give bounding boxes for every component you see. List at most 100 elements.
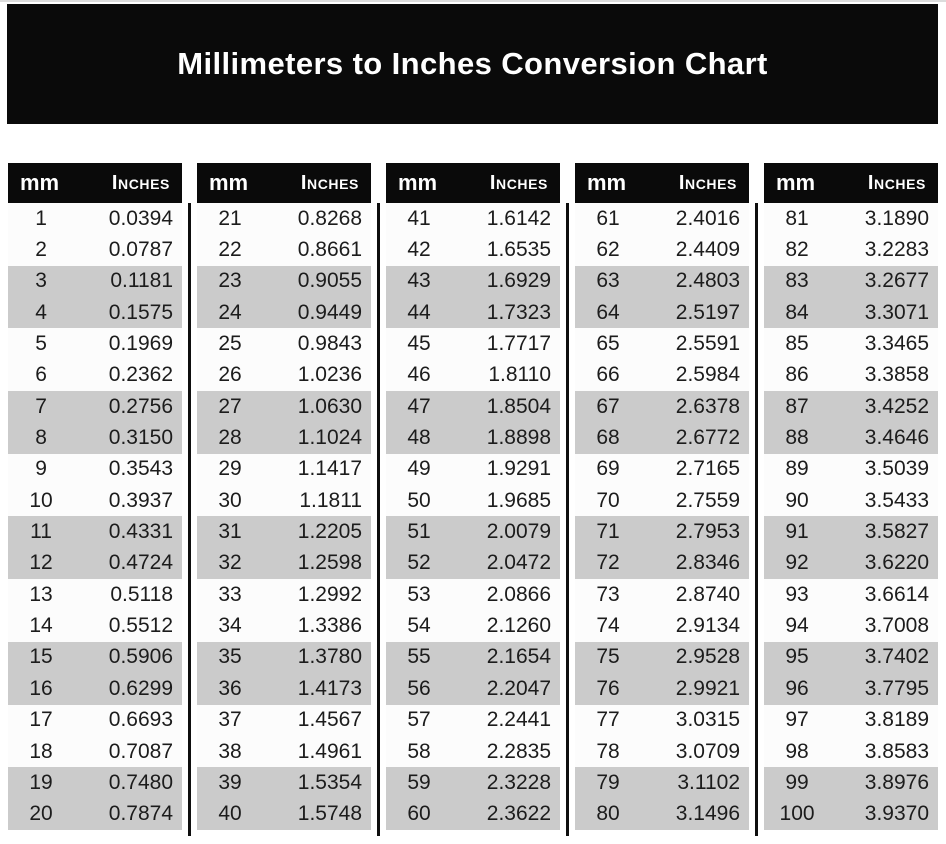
inches-value: 2.4016: [675, 206, 740, 230]
mm-value: 61: [596, 206, 620, 230]
table-row: 41 1.6142: [386, 203, 560, 235]
inches-header-label: Inches: [867, 171, 926, 194]
table-row: 26 1.0236: [197, 359, 371, 392]
inches-value: 2.0472: [486, 551, 551, 575]
table-row: 69 2.7165: [575, 453, 749, 486]
inches-value: 3.6220: [864, 551, 929, 575]
mm-value: 68: [596, 426, 620, 450]
inches-value: 1.2992: [297, 582, 362, 606]
table-column-group-2: mm Inches 21 0.8268 22 0.8661 23 0.9055 24 0.9449…: [188, 163, 371, 836]
mm-value: 60: [407, 802, 431, 826]
mm-value: 58: [407, 739, 431, 763]
mm-value: 1: [35, 206, 47, 230]
table-column-group-5: mm Inches 81 3.1890 82 3.2283 83 3.2677 84 3.3071…: [755, 163, 938, 836]
mm-value: 14: [29, 614, 53, 638]
table-row: 6 0.2362: [8, 359, 182, 392]
mm-value: 38: [218, 739, 242, 763]
inches-value: 0.1575: [108, 300, 173, 324]
inches-value: 0.9055: [297, 269, 362, 293]
inches-value: 0.9843: [297, 332, 362, 356]
table-row: 84 3.3071: [764, 297, 938, 329]
table-row: 62 2.4409: [575, 234, 749, 266]
inches-value: 0.0394: [108, 206, 173, 230]
mm-value: 43: [407, 269, 431, 293]
table-row: 99 3.8976: [764, 767, 938, 799]
table-row: 73 2.8740: [575, 579, 749, 611]
inches-value: 0.9449: [297, 300, 362, 324]
inches-value: 3.2283: [864, 238, 929, 262]
inches-value: 3.0709: [675, 739, 740, 763]
mm-value: 51: [407, 520, 431, 544]
mm-value: 8: [35, 426, 47, 450]
mm-value: 72: [596, 551, 620, 575]
table-row: 51 2.0079: [386, 516, 560, 548]
table-row: 40 1.5748: [197, 798, 371, 830]
table-row: 5 0.1969: [8, 328, 182, 360]
mm-value: 67: [596, 394, 620, 418]
inches-value: 0.4724: [108, 551, 173, 575]
table-row: 44 1.7323: [386, 297, 560, 329]
inches-value: 3.0315: [675, 708, 740, 732]
mm-value: 15: [29, 645, 53, 669]
inches-value: 1.6142: [486, 206, 551, 230]
mm-value: 44: [407, 300, 431, 324]
mm-value: 74: [596, 614, 620, 638]
mm-value: 90: [785, 488, 809, 512]
inches-value: 3.8189: [864, 708, 929, 732]
table-row: 21 0.8268: [197, 203, 371, 235]
mm-value: 23: [218, 269, 242, 293]
mm-value: 63: [596, 269, 620, 293]
table-row: 45 1.7717: [386, 328, 560, 360]
inches-value: 1.5748: [297, 802, 362, 826]
table-row: 77 3.0315: [575, 704, 749, 736]
inches-value: 0.7480: [108, 770, 173, 794]
table-row: 58 2.2835: [386, 735, 560, 768]
mm-value: 50: [407, 488, 431, 512]
inches-header-label: Inches: [300, 171, 359, 194]
table-row: 98 3.8583: [764, 735, 938, 768]
inches-value: 1.3780: [297, 645, 362, 669]
mm-value: 79: [596, 770, 620, 794]
mm-value: 54: [407, 614, 431, 638]
inches-value: 0.7087: [108, 739, 173, 763]
table-row: 9 0.3543: [8, 453, 182, 486]
table-row: 61 2.4016: [575, 203, 749, 235]
title-banner: Millimeters to Inches Conversion Chart: [7, 4, 938, 124]
inches-value: 2.2441: [486, 708, 551, 732]
mm-value: 78: [596, 739, 620, 763]
table-row: 25 0.9843: [197, 328, 371, 360]
mm-value: 71: [596, 520, 620, 544]
inches-value: 3.7008: [864, 614, 929, 638]
mm-value: 83: [785, 269, 809, 293]
mm-value: 97: [785, 708, 809, 732]
inches-value: 2.9134: [675, 614, 740, 638]
inches-value: 3.3465: [864, 332, 929, 356]
mm-value: 52: [407, 551, 431, 575]
inches-value: 3.5039: [864, 457, 929, 481]
table-column-group-1: mm Inches 1 0.0394 2 0.0787 3 0.1181 4 0.1575 5 0.1…: [8, 163, 182, 830]
page-title: Millimeters to Inches Conversion Chart: [177, 46, 768, 81]
inches-header-label: Inches: [678, 171, 737, 194]
inches-value: 2.5984: [675, 363, 740, 387]
table-row: 7 0.2756: [8, 391, 182, 423]
mm-value: 80: [596, 802, 620, 826]
inches-value: 3.4646: [864, 426, 929, 450]
mm-value: 96: [785, 676, 809, 700]
mm-value: 39: [218, 770, 242, 794]
table-row: 3 0.1181: [8, 265, 182, 298]
mm-value: 91: [785, 520, 809, 544]
table-row: 19 0.7480: [8, 767, 182, 799]
table-row: 49 1.9291: [386, 453, 560, 486]
table-row: 55 2.1654: [386, 641, 560, 674]
inches-value: 2.0866: [486, 582, 551, 606]
mm-header-label: mm: [776, 170, 816, 195]
mm-value: 10: [29, 488, 53, 512]
inches-value: 1.7717: [486, 332, 551, 356]
inches-value: 1.5354: [297, 770, 362, 794]
inches-value: 2.9921: [675, 676, 740, 700]
mm-value: 49: [407, 457, 431, 481]
table-row: 24 0.9449: [197, 297, 371, 329]
inches-value: 3.1102: [677, 770, 740, 794]
inches-value: 0.3150: [108, 426, 173, 450]
inches-value: 2.2835: [486, 739, 551, 763]
